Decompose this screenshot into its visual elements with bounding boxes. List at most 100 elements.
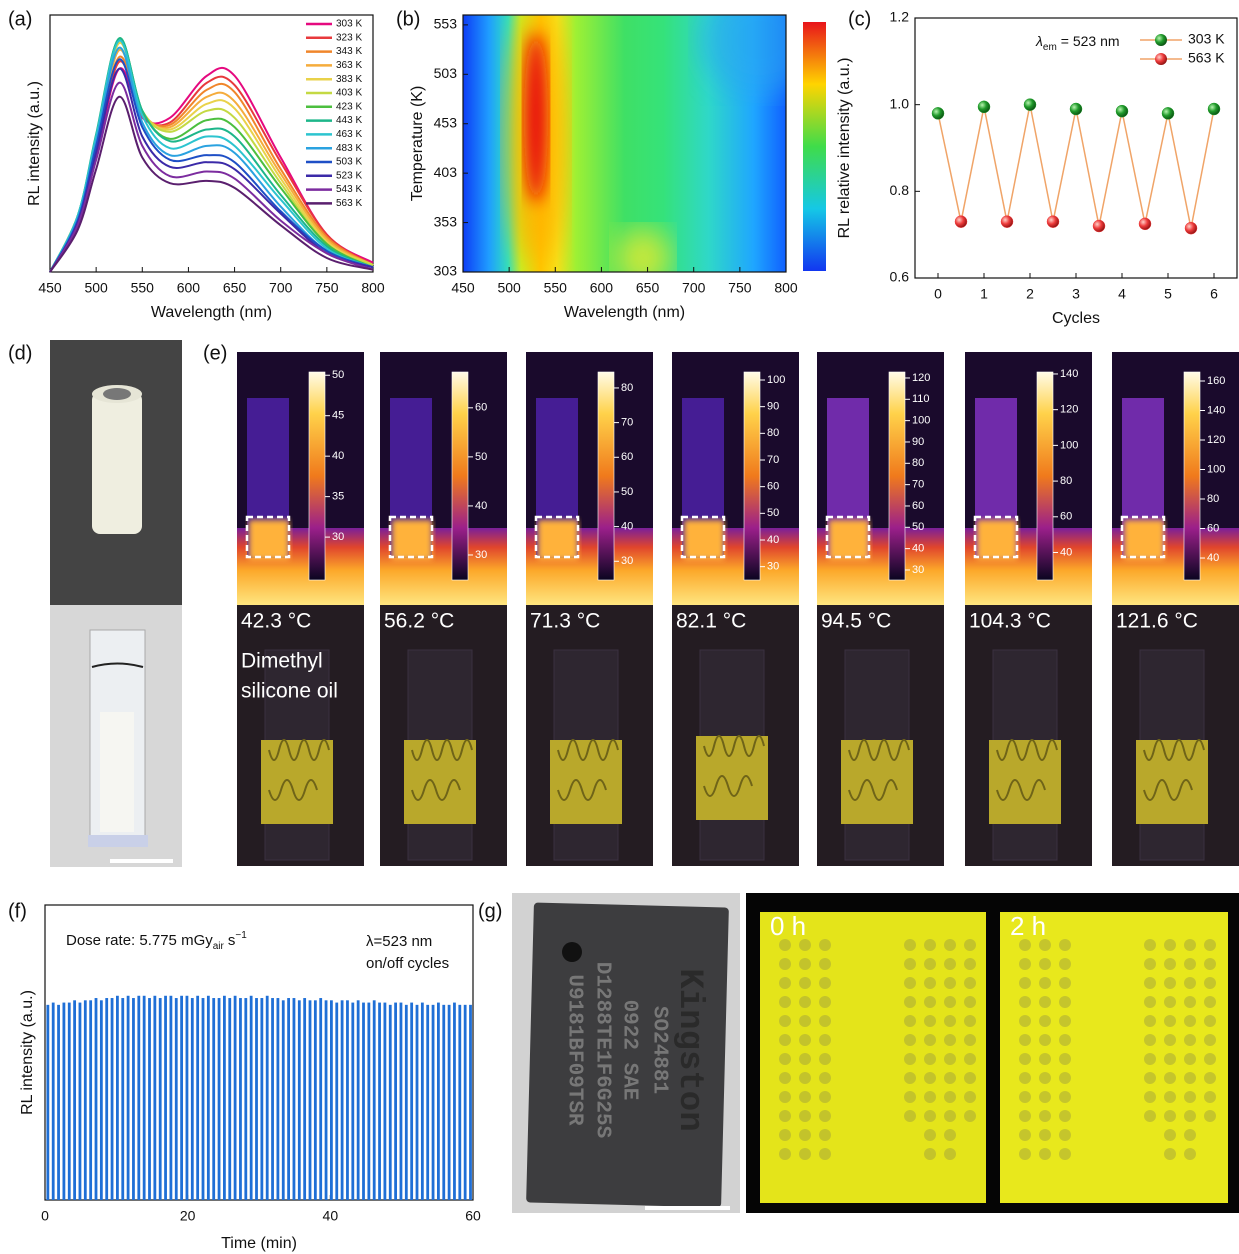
pulse-bar bbox=[266, 996, 269, 1200]
pulse-bar bbox=[63, 1003, 66, 1200]
x-axis-label: Time (min) bbox=[221, 1235, 297, 1252]
sample-glow bbox=[1124, 520, 1164, 560]
sample-glow bbox=[392, 520, 432, 560]
data-point bbox=[955, 216, 967, 228]
pulse-bar bbox=[298, 1000, 301, 1200]
colorbar-tick-label: 40 bbox=[1207, 552, 1219, 564]
print-dot bbox=[1164, 1148, 1176, 1160]
pulse-bar bbox=[244, 998, 247, 1200]
colorbar-tick-label: 40 bbox=[767, 534, 779, 546]
print-dot bbox=[1204, 1072, 1216, 1084]
pulse-bar bbox=[121, 998, 124, 1200]
print-dot bbox=[1184, 1091, 1196, 1103]
print-dot bbox=[799, 1110, 811, 1122]
colorbar-tick-label: 70 bbox=[767, 454, 779, 466]
print-dot bbox=[1164, 1072, 1176, 1084]
pulse-bar bbox=[89, 1000, 92, 1200]
legend-marker bbox=[1155, 53, 1167, 65]
print-dot bbox=[1204, 958, 1216, 970]
print-dot bbox=[964, 1091, 976, 1103]
print-dot bbox=[1164, 958, 1176, 970]
print-dot bbox=[964, 1110, 976, 1122]
pulse-bar bbox=[137, 996, 140, 1200]
pulse-bar bbox=[351, 1003, 354, 1200]
pulse-bar bbox=[389, 1005, 392, 1200]
y-tick-label: 0.8 bbox=[890, 182, 910, 198]
print-dot bbox=[1164, 1091, 1176, 1103]
colorbar-tick-label: 40 bbox=[621, 521, 633, 533]
print-dot bbox=[944, 1034, 956, 1046]
print-dot bbox=[779, 1110, 791, 1122]
x-tick-label: 60 bbox=[465, 1208, 481, 1224]
heatmap-peak bbox=[524, 33, 548, 203]
pulse-bar bbox=[330, 1000, 333, 1200]
scintillator bbox=[404, 740, 476, 824]
print-dot bbox=[1039, 1015, 1051, 1027]
print-dot bbox=[1039, 1053, 1051, 1065]
sample-note: Dimethyl bbox=[241, 650, 323, 673]
print-dot bbox=[1059, 1053, 1071, 1065]
print-dot bbox=[819, 1034, 831, 1046]
x-tick-label: 700 bbox=[269, 280, 293, 296]
pulse-bar bbox=[239, 998, 242, 1200]
data-point bbox=[1116, 105, 1128, 117]
thermal-panel: 3040506070809010082.1 °C bbox=[672, 352, 799, 866]
legend-label: 443 K bbox=[336, 115, 362, 126]
scintillator bbox=[1136, 740, 1208, 824]
panel-label: (e) bbox=[203, 342, 227, 364]
pulse-bar bbox=[79, 1003, 82, 1200]
sample-glow bbox=[538, 520, 578, 560]
print-dot bbox=[964, 1015, 976, 1027]
legend-label: 383 K bbox=[336, 74, 362, 85]
print-dot bbox=[799, 996, 811, 1008]
pulse-bar bbox=[277, 998, 280, 1200]
print-dot bbox=[964, 977, 976, 989]
pulse-bar bbox=[335, 1003, 338, 1200]
thermal-panel: 3040506056.2 °C bbox=[380, 352, 507, 866]
print-dot bbox=[1039, 1072, 1051, 1084]
legend-label: 543 K bbox=[336, 184, 362, 195]
print-dot bbox=[924, 1129, 936, 1141]
pulse-bar bbox=[362, 1003, 365, 1200]
temperature-label: 42.3 °C bbox=[241, 610, 311, 633]
print-dot bbox=[924, 996, 936, 1008]
pulse-bar bbox=[250, 996, 253, 1200]
print-dot bbox=[819, 1110, 831, 1122]
sample-glow bbox=[684, 520, 724, 560]
colorbar-tick-label: 50 bbox=[912, 521, 924, 533]
print-dot bbox=[1059, 1110, 1071, 1122]
pulse-bar bbox=[373, 1000, 376, 1200]
colorbar-tick-label: 50 bbox=[332, 369, 344, 381]
colorbar-tick-label: 80 bbox=[621, 382, 633, 394]
x-tick-label: 550 bbox=[131, 280, 155, 296]
print-dot bbox=[904, 1034, 916, 1046]
print-dot bbox=[819, 1148, 831, 1160]
pulse-bar bbox=[341, 1000, 344, 1200]
pulse-bar bbox=[293, 998, 296, 1200]
pulse-bar bbox=[73, 1000, 76, 1200]
legend-label: 343 K bbox=[336, 46, 362, 57]
print-dot bbox=[1039, 1129, 1051, 1141]
print-dot bbox=[779, 958, 791, 970]
body: (a)(b)(c)(d)(e)(f)(g)4505005506006507007… bbox=[0, 0, 1239, 1254]
panel-label: (g) bbox=[478, 900, 502, 922]
annotation-symbol: λ bbox=[1035, 33, 1043, 49]
colorbar-tick-label: 80 bbox=[1207, 493, 1219, 505]
thermal-colorbar bbox=[309, 372, 325, 580]
colorbar-tick-label: 80 bbox=[912, 457, 924, 469]
panel-label: (f) bbox=[8, 900, 27, 922]
panel-label: (a) bbox=[8, 8, 32, 30]
panel-label: (b) bbox=[396, 8, 420, 30]
colorbar-tick-label: 30 bbox=[621, 555, 633, 567]
pulse-bar bbox=[218, 998, 221, 1200]
print-dot bbox=[779, 1129, 791, 1141]
colorbar-tick-label: 120 bbox=[1207, 434, 1225, 446]
print-dot bbox=[904, 1053, 916, 1065]
data-point bbox=[1024, 99, 1036, 111]
colorbar-tick-label: 140 bbox=[1207, 404, 1225, 416]
pulse-bar bbox=[416, 1005, 419, 1200]
print-dot bbox=[1019, 1034, 1031, 1046]
scintillator bbox=[989, 740, 1061, 824]
thermal-colorbar bbox=[598, 372, 614, 580]
y-tick-label: 0.6 bbox=[890, 269, 910, 285]
